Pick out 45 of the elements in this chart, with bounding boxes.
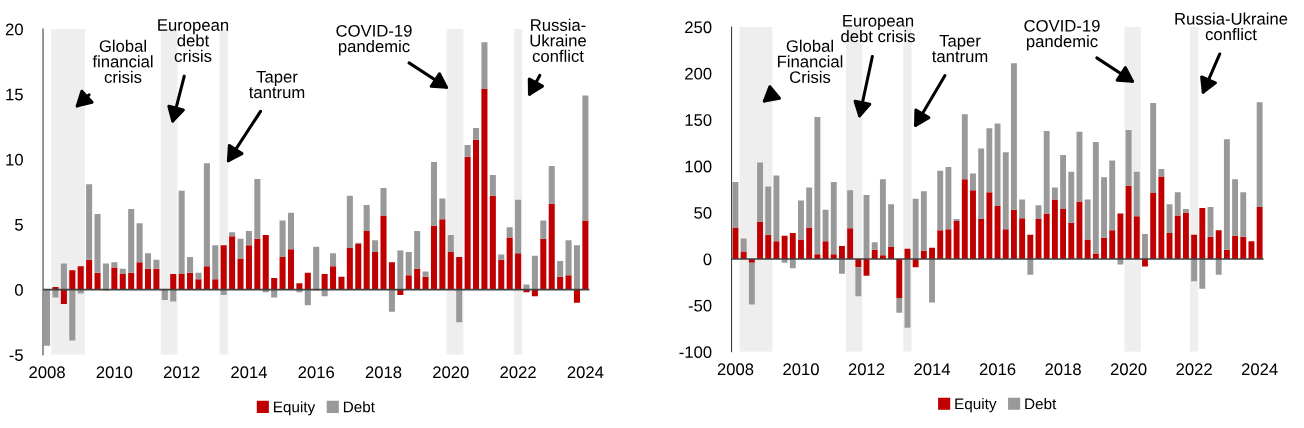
x-tick-label: 2014 xyxy=(231,366,267,379)
y-tick-label: -5 xyxy=(9,349,23,362)
y-tick-label: 15 xyxy=(6,88,23,101)
y-tick-label: 0 xyxy=(703,253,712,266)
annotation: COVID-19 pandemic xyxy=(1024,19,1100,51)
x-tick-label: 2008 xyxy=(29,366,65,379)
annotation: Russia- Ukraine conflict xyxy=(530,18,586,63)
x-tick-label: 2018 xyxy=(1045,363,1081,376)
x-tick-label: 2012 xyxy=(163,366,200,379)
y-tick-label: 200 xyxy=(685,67,712,80)
x-tick-label: 2022 xyxy=(1176,363,1212,376)
annotation: European debt crisis xyxy=(841,15,915,43)
legend-label: Equity xyxy=(955,398,997,413)
x-tick-label: 2010 xyxy=(783,363,819,376)
y-tick-label: 5 xyxy=(14,219,23,231)
annotation: Taper tantrum xyxy=(932,35,988,63)
x-tick-label: 2022 xyxy=(500,366,536,379)
annotation: Global financial crisis xyxy=(92,39,153,84)
x-tick-label: 2016 xyxy=(979,363,1016,376)
x-tick-label: 2008 xyxy=(717,363,754,376)
x-tick-label: 2018 xyxy=(365,366,402,379)
y-tick-label: 100 xyxy=(685,160,712,173)
annotation: European debt crisis xyxy=(158,19,229,63)
legend-label: Debt xyxy=(1025,398,1057,410)
y-tick-label: 250 xyxy=(685,21,712,34)
x-tick-label: 2012 xyxy=(848,363,885,376)
x-tick-label: 2014 xyxy=(914,363,951,376)
x-tick-label: 2024 xyxy=(567,366,604,379)
y-tick-label: 0 xyxy=(14,284,23,296)
y-tick-label: 50 xyxy=(694,206,712,219)
legend-label: Debt xyxy=(343,401,375,413)
annotation: Russia-Ukraine conflict xyxy=(1175,12,1288,41)
annotation: COVID-19 pandemic xyxy=(336,24,412,56)
x-tick-label: 2020 xyxy=(433,366,469,379)
x-tick-label: 2024 xyxy=(1241,363,1278,376)
y-tick-label: -50 xyxy=(688,299,712,312)
y-tick-label: -100 xyxy=(679,346,712,359)
x-tick-label: 2020 xyxy=(1110,363,1147,376)
x-tick-label: 2010 xyxy=(96,366,133,379)
annotation: Taper tantrum xyxy=(249,71,305,99)
y-tick-label: 20 xyxy=(5,23,23,36)
x-tick-label: 2016 xyxy=(298,366,335,379)
y-tick-label: 150 xyxy=(685,114,712,126)
legend-label: Equity xyxy=(274,401,316,416)
y-tick-label: 10 xyxy=(6,153,23,166)
